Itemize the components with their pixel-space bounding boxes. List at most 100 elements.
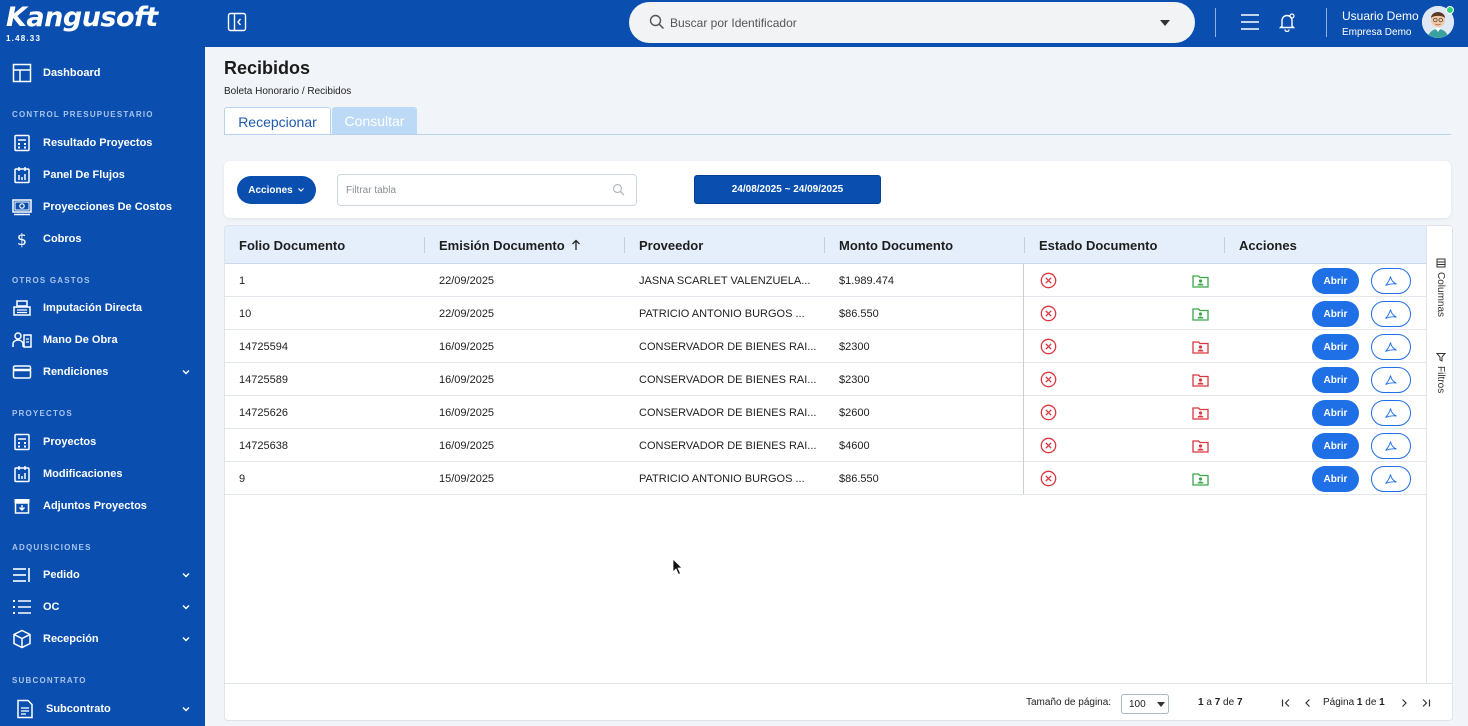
chevron-down-icon[interactable]	[180, 633, 192, 645]
sidebar-item-label: Panel De Flujos	[43, 169, 125, 181]
column-header-monto[interactable]: Monto Documento	[839, 237, 954, 253]
pdf-button[interactable]	[1371, 334, 1411, 360]
pdf-button[interactable]	[1371, 466, 1411, 492]
sidebar-item-resultado-proyectos[interactable]: Resultado Proyectos	[0, 129, 205, 157]
tab-consultar[interactable]: Consultar	[332, 107, 417, 135]
grid-side-panel: Columnas Filtros	[1426, 226, 1452, 683]
pdf-button[interactable]	[1371, 433, 1411, 459]
folder-user-icon[interactable]	[1192, 406, 1209, 420]
sidebar-item-label: Proyecciones De Costos	[43, 201, 172, 213]
menu-icon[interactable]	[1240, 13, 1260, 31]
sidebar-item-dashboard[interactable]: Dashboard	[0, 59, 205, 87]
folder-user-icon[interactable]	[1192, 274, 1209, 288]
date-range-button[interactable]: 24/08/2025 ~ 24/09/2025	[694, 175, 881, 204]
column-separator[interactable]	[824, 237, 825, 253]
abrir-button[interactable]: Abrir	[1312, 466, 1359, 492]
first-page-icon[interactable]	[1280, 697, 1292, 709]
sidebar-item-label: Imputación Directa	[43, 302, 143, 314]
column-separator[interactable]	[1024, 237, 1025, 253]
next-page-icon[interactable]	[1398, 697, 1410, 709]
abrir-button[interactable]: Abrir	[1312, 367, 1359, 393]
sidebar-item-subcontrato[interactable]: Subcontrato	[0, 695, 205, 723]
sidebar-item-panel-flujos[interactable]: Panel De Flujos	[0, 161, 205, 189]
table-row[interactable]: 14725594 16/09/2025 CONSERVADOR DE BIENES …	[225, 330, 1426, 363]
filter-table-input[interactable]	[337, 174, 637, 206]
cell-emision: 16/09/2025	[439, 439, 495, 452]
abrir-button[interactable]: Abrir	[1312, 334, 1359, 360]
table-row[interactable]: 14725638 16/09/2025 CONSERVADOR DE BIENES …	[225, 429, 1426, 462]
page-size-label: Tamaño de página:	[1026, 697, 1112, 708]
folder-user-icon[interactable]	[1192, 340, 1209, 354]
column-header-folio[interactable]: Folio Documento	[239, 237, 346, 253]
column-header-acciones[interactable]: Acciones	[1239, 237, 1297, 253]
folder-user-icon[interactable]	[1192, 439, 1209, 453]
page-total: 1	[1379, 697, 1385, 708]
column-header-proveedor[interactable]: Proveedor	[639, 237, 704, 253]
search-placeholder: Buscar por Identificador	[670, 16, 797, 30]
sidebar-item-modificaciones[interactable]: Modificaciones	[0, 460, 205, 488]
pdf-button[interactable]	[1371, 301, 1411, 327]
sidebar-item-mano-obra[interactable]: Mano De Obra	[0, 326, 205, 354]
table-row[interactable]: 14725589 16/09/2025 CONSERVADOR DE BIENES …	[225, 363, 1426, 396]
column-header-estado[interactable]: Estado Documento	[1039, 237, 1158, 253]
sidebar-item-cobros[interactable]: $ Cobros	[0, 225, 205, 253]
page-size-select[interactable]: 100	[1121, 694, 1169, 714]
abrir-button[interactable]: Abrir	[1312, 268, 1359, 294]
toolbar-card: Acciones 24/08/2025 ~ 24/09/2025	[224, 161, 1451, 218]
folder-user-icon[interactable]	[1192, 373, 1209, 387]
range-from: 1	[1198, 697, 1204, 708]
pdf-icon	[1385, 408, 1397, 418]
pdf-button[interactable]	[1371, 400, 1411, 426]
pdf-button[interactable]	[1371, 268, 1411, 294]
column-separator[interactable]	[1224, 237, 1225, 253]
sidebar-toggle-icon[interactable]	[227, 12, 247, 32]
chevron-down-icon[interactable]	[180, 703, 192, 715]
abrir-button[interactable]: Abrir	[1312, 400, 1359, 426]
abrir-button[interactable]: Abrir	[1312, 433, 1359, 459]
brand-logo[interactable]: Kangusoft	[6, 2, 158, 33]
grid-header: Folio Documento Emisión Documento Provee…	[225, 226, 1426, 264]
last-page-icon[interactable]	[1420, 697, 1432, 709]
table-row[interactable]: 9 15/09/2025 PATRICIO ANTONIO BURGOS ... $8…	[225, 462, 1426, 495]
filters-panel-tab[interactable]: Filtros	[1427, 352, 1452, 393]
chevron-down-icon[interactable]	[180, 569, 192, 581]
column-header-emision[interactable]: Emisión Documento	[439, 226, 581, 264]
sidebar-item-rendiciones[interactable]: Rendiciones	[0, 358, 205, 386]
acciones-button[interactable]: Acciones	[237, 176, 316, 204]
pdf-icon	[1385, 441, 1397, 451]
folder-user-icon[interactable]	[1192, 307, 1209, 321]
rejected-status-icon	[1040, 470, 1057, 487]
search-dropdown-icon[interactable]	[1160, 20, 1170, 26]
sidebar-item-proyecciones-costos[interactable]: Proyecciones De Costos	[0, 193, 205, 221]
dropdown-arrow-icon	[1157, 702, 1165, 707]
sidebar-item-oc[interactable]: OC	[0, 593, 205, 621]
column-separator[interactable]	[624, 237, 625, 253]
previous-page-icon[interactable]	[1302, 697, 1314, 709]
table-row[interactable]: 1 22/09/2025 JASNA SCARLET VALENZUELA... $1…	[225, 264, 1426, 297]
section-subcontrato: SUBCONTRATO	[12, 676, 87, 685]
user-name[interactable]: Usuario Demo	[1342, 9, 1419, 23]
global-search[interactable]: Buscar por Identificador	[629, 2, 1195, 43]
abrir-button[interactable]: Abrir	[1312, 301, 1359, 327]
cell-folio: 14725638	[239, 439, 288, 452]
chevron-down-icon[interactable]	[180, 366, 192, 378]
sidebar-item-proyectos[interactable]: Proyectos	[0, 428, 205, 456]
sidebar-item-imputacion-directa[interactable]: Imputación Directa	[0, 294, 205, 322]
tab-recepcionar[interactable]: Recepcionar	[224, 107, 331, 135]
table-row[interactable]: 10 22/09/2025 PATRICIO ANTONIO BURGOS ... $…	[225, 297, 1426, 330]
folder-user-icon[interactable]	[1192, 472, 1209, 486]
row-range: 1 a 7 de 7	[1198, 697, 1243, 708]
sidebar-item-adjuntos-proyectos[interactable]: Adjuntos Proyectos	[0, 492, 205, 520]
cell-monto: $1.989.474	[839, 274, 895, 287]
sidebar-item-recepcion[interactable]: Recepción	[0, 625, 205, 653]
column-separator[interactable]	[424, 237, 425, 253]
bell-icon[interactable]	[1278, 12, 1296, 32]
sidebar-item-pedido[interactable]: Pedido	[0, 561, 205, 589]
range-total: 7	[1236, 697, 1243, 708]
table-row[interactable]: 14725626 16/09/2025 CONSERVADOR DE BIENES …	[225, 396, 1426, 429]
pagina-label: Página	[1323, 697, 1355, 708]
chevron-down-icon[interactable]	[180, 601, 192, 613]
columns-panel-tab[interactable]: Columnas	[1427, 258, 1452, 317]
pdf-button[interactable]	[1371, 367, 1411, 393]
sidebar-item-label: Mano De Obra	[43, 334, 118, 346]
